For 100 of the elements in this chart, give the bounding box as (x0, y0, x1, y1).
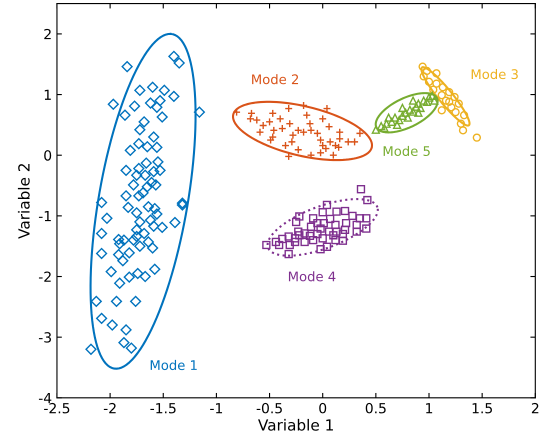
point (306, 232, 314, 240)
point (418, 62, 427, 71)
point (300, 238, 309, 246)
point (408, 107, 418, 116)
x-tick-label: 1 (426, 403, 432, 414)
y-tick-label: 1 (44, 90, 51, 100)
point (318, 234, 327, 242)
x-tick-label: 0 (319, 402, 326, 414)
point (308, 214, 318, 222)
point (272, 238, 280, 246)
point (398, 104, 407, 112)
point (460, 111, 468, 120)
point (414, 108, 423, 117)
point (274, 240, 284, 250)
point (331, 236, 340, 244)
point (432, 69, 441, 78)
point (318, 114, 327, 123)
point (432, 79, 441, 88)
y-tick-label: -4 (38, 392, 52, 404)
point (336, 128, 344, 136)
y-tick-label: 2 (44, 28, 51, 40)
point (384, 113, 393, 122)
point (445, 98, 454, 106)
point (395, 116, 404, 124)
point (299, 128, 308, 136)
point (284, 104, 293, 113)
point (326, 214, 334, 224)
point (300, 229, 309, 238)
point (422, 98, 432, 106)
point (322, 200, 332, 210)
point (306, 126, 316, 135)
x-tick-label: -0.5 (256, 402, 282, 414)
point (390, 113, 400, 122)
point (332, 207, 341, 216)
point (286, 120, 294, 128)
y-tick-label: -1 (38, 211, 51, 222)
annotation: Mode 5 (384, 146, 430, 156)
point (318, 141, 327, 150)
point (372, 126, 380, 134)
y-tick-label: -3 (38, 332, 51, 343)
point (472, 133, 482, 142)
point (290, 238, 300, 246)
point (313, 129, 322, 138)
point (401, 108, 410, 117)
point (344, 138, 352, 146)
point (252, 116, 261, 124)
point (306, 222, 316, 231)
x-axis-title: Variable 1 (258, 418, 333, 431)
point (270, 126, 278, 135)
point (318, 208, 327, 216)
point (302, 111, 311, 120)
point (404, 113, 412, 122)
point (316, 136, 325, 144)
point (442, 96, 450, 105)
annotation: Mode 4 (288, 271, 336, 282)
point (352, 220, 361, 230)
point (447, 103, 456, 112)
point (406, 106, 414, 114)
y-axis-title: Variable 2 (18, 164, 30, 239)
point (331, 220, 340, 230)
point (438, 106, 446, 114)
point (414, 99, 423, 108)
point (380, 124, 389, 132)
point (356, 185, 366, 194)
point (295, 231, 304, 240)
point (276, 114, 284, 123)
point (392, 120, 402, 130)
point (286, 240, 294, 250)
point (382, 120, 391, 128)
annotation: Mode 1 (150, 360, 197, 370)
point (424, 93, 434, 102)
x-tick-label: -2.5 (44, 402, 70, 414)
point (445, 88, 454, 96)
point (458, 126, 468, 135)
point (422, 66, 432, 76)
point (348, 212, 357, 220)
point (316, 224, 325, 233)
point (398, 112, 407, 120)
point (338, 236, 348, 245)
annotation: Mode 3 (472, 68, 518, 80)
point (284, 232, 293, 241)
point (284, 250, 293, 258)
point (438, 83, 447, 92)
point (338, 230, 348, 238)
point (454, 99, 463, 108)
x-tick-label: -2 (104, 402, 116, 414)
point (350, 138, 359, 146)
point (388, 118, 396, 126)
x-tick-label: 0.5 (366, 402, 386, 414)
point (416, 104, 425, 112)
point (340, 226, 350, 234)
point (324, 122, 334, 131)
point (377, 122, 386, 130)
point (306, 151, 316, 160)
point (306, 120, 314, 128)
point (412, 102, 420, 111)
x-tick-label: -1 (210, 403, 222, 414)
point (408, 96, 418, 105)
point (362, 214, 370, 222)
point (308, 236, 318, 244)
